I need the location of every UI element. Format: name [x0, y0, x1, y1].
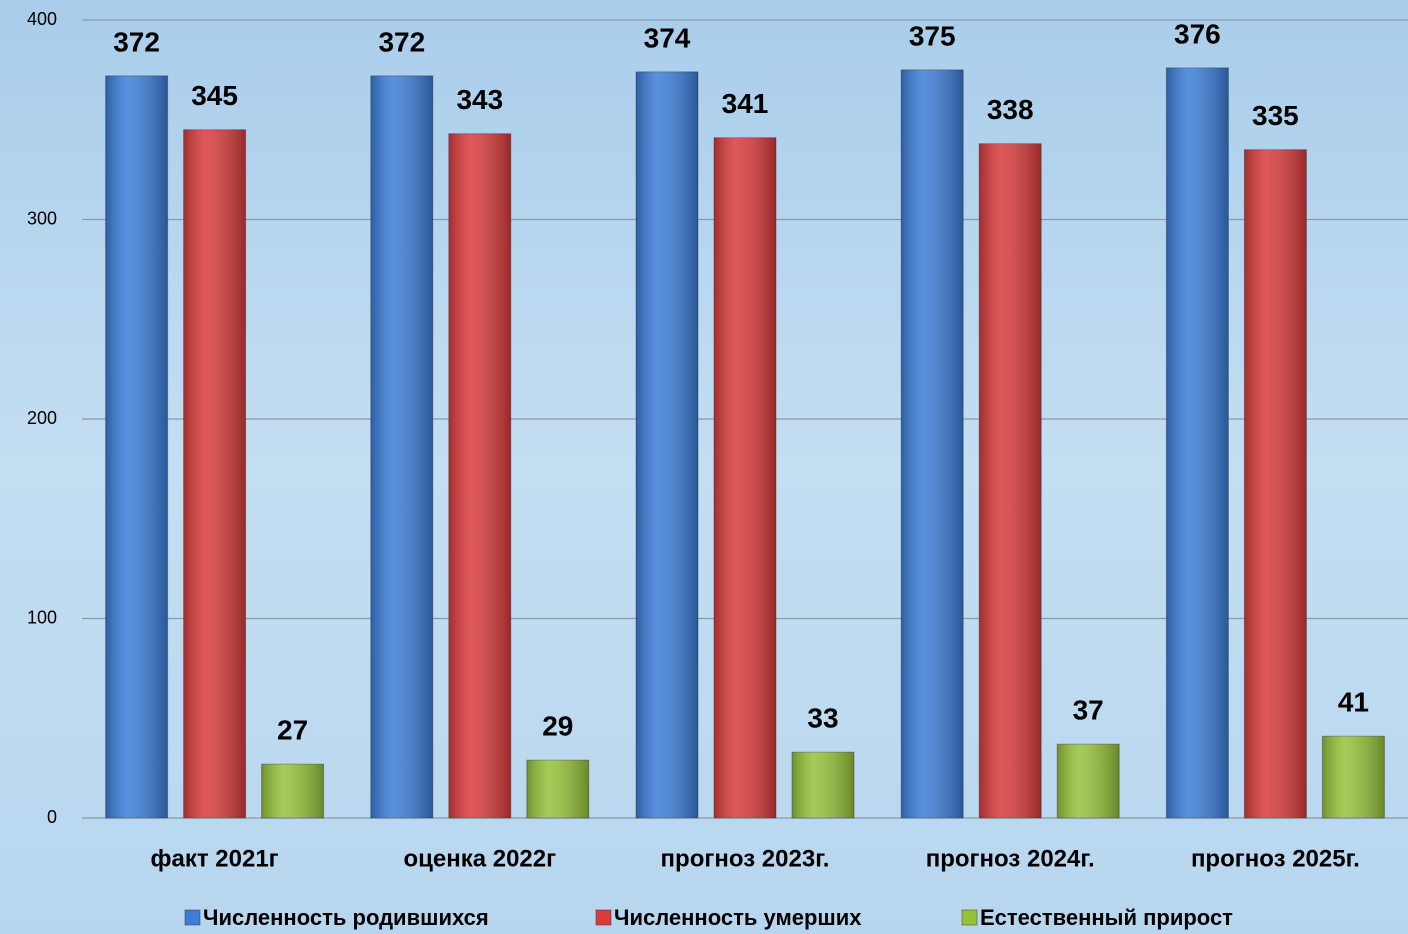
value-label: 343 — [456, 84, 503, 115]
bar — [1321, 735, 1385, 819]
bar — [900, 69, 964, 819]
bar — [1243, 149, 1307, 819]
bar — [526, 759, 590, 819]
x-tick-label: прогноз 2024г. — [926, 845, 1095, 872]
value-label: 345 — [191, 80, 238, 111]
value-label: 335 — [1252, 100, 1299, 131]
legend-label: Численность умерших — [614, 905, 862, 930]
x-tick-label: оценка 2022г — [403, 845, 556, 872]
value-label: 376 — [1174, 18, 1221, 49]
legend-label: Численность родившихся — [203, 905, 489, 930]
value-label: 372 — [378, 26, 425, 57]
value-label: 375 — [909, 20, 956, 51]
value-label: 338 — [987, 94, 1034, 125]
value-label: 27 — [277, 715, 308, 746]
bar — [978, 143, 1042, 819]
value-label: 341 — [722, 88, 769, 119]
value-label: 372 — [113, 26, 160, 57]
bar — [183, 129, 247, 819]
bar — [261, 763, 325, 819]
bar — [791, 751, 855, 819]
x-tick-label: прогноз 2025г. — [1191, 845, 1360, 872]
y-tick-label: 400 — [27, 9, 57, 29]
value-label: 41 — [1338, 687, 1369, 718]
y-tick-label: 100 — [27, 607, 57, 627]
bar — [1165, 67, 1229, 819]
legend-swatch — [595, 909, 612, 926]
value-label: 374 — [644, 22, 691, 53]
value-label: 37 — [1073, 695, 1104, 726]
bar — [105, 75, 169, 819]
y-tick-label: 300 — [27, 208, 57, 228]
bar — [448, 133, 512, 819]
legend-swatch — [961, 909, 978, 926]
value-label: 29 — [542, 711, 573, 742]
x-tick-label: факт 2021г — [151, 845, 279, 872]
y-tick-label: 200 — [27, 408, 57, 428]
legend-label: Естественный прирост — [980, 905, 1233, 930]
x-tick-label: прогноз 2023г. — [661, 845, 830, 872]
bar — [370, 75, 434, 819]
bar — [1056, 743, 1120, 819]
bar — [635, 71, 699, 819]
value-label: 33 — [807, 703, 838, 734]
y-tick-label: 0 — [47, 807, 57, 827]
legend-swatch — [184, 909, 201, 926]
bar — [713, 137, 777, 819]
